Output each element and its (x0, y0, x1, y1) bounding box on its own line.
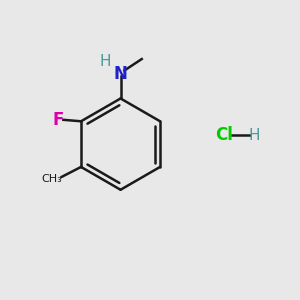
Text: H: H (100, 55, 111, 70)
Text: Cl: Cl (215, 126, 232, 144)
Text: F: F (52, 111, 64, 129)
Text: CH₃: CH₃ (41, 174, 62, 184)
Text: N: N (114, 65, 128, 83)
Text: H: H (249, 128, 260, 143)
